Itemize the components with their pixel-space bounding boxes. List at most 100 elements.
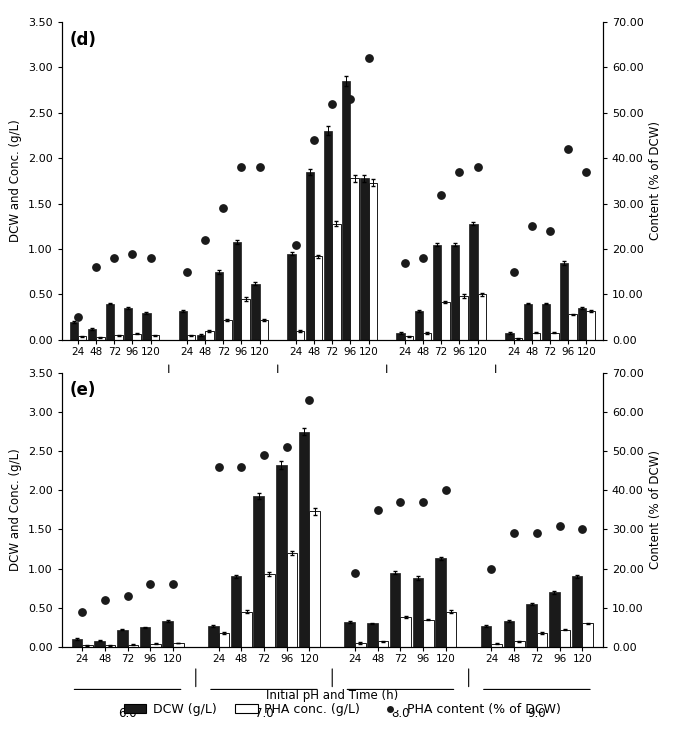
Bar [197,336,205,340]
Bar [355,643,366,647]
Bar [433,244,441,340]
Bar [150,644,161,647]
Bar [542,303,550,340]
Bar [560,629,570,647]
Y-axis label: DCW and Conc. (g/L): DCW and Conc. (g/L) [10,449,23,571]
Point [363,53,374,64]
Text: 50 rpm: 50 rpm [93,410,136,423]
Bar [549,592,560,647]
Point [168,578,179,590]
Legend: DCW (g/L), PHA conc. (g/L), PHA content (% of DCW): DCW (g/L), PHA conc. (g/L), PHA content … [119,698,566,721]
Bar [342,81,351,340]
Bar [151,336,159,340]
Bar [82,645,92,647]
Point [182,266,192,278]
Bar [537,633,547,647]
Point [73,311,84,323]
Point [509,528,520,539]
Point [236,162,247,173]
Point [508,266,519,278]
Bar [390,572,401,647]
Point [372,504,383,516]
X-axis label: Initial pH and Time (h): Initial pH and Time (h) [266,689,399,702]
Text: 8.0: 8.0 [391,708,410,720]
Bar [506,333,514,340]
Bar [446,612,456,647]
Point [218,202,229,214]
Text: (e): (e) [70,381,96,399]
Bar [117,629,127,647]
Bar [251,284,260,340]
Point [308,135,319,146]
Point [545,225,556,237]
Bar [241,299,250,340]
Point [440,485,451,496]
Point [581,166,592,178]
Bar [310,512,320,647]
Bar [114,336,123,340]
Bar [401,617,411,647]
Bar [360,178,369,340]
Bar [586,311,595,340]
Bar [367,624,377,647]
Bar [377,642,388,647]
Bar [526,604,537,647]
Bar [88,329,96,340]
Point [290,238,301,250]
Bar [560,262,569,340]
Point [345,94,356,105]
Bar [78,336,86,340]
Bar [219,633,229,647]
Bar [231,577,241,647]
Bar [233,242,241,340]
Text: 150 rpm: 150 rpm [308,410,357,423]
Point [418,252,429,264]
Point [145,578,155,590]
Bar [260,320,268,340]
Bar [423,333,432,340]
Point [258,449,269,461]
Bar [127,645,138,647]
Point [127,248,138,260]
Bar [299,431,310,647]
Bar [451,244,460,340]
Bar [70,322,78,340]
Bar [397,333,405,340]
Bar [345,622,355,647]
Bar [106,303,114,340]
Bar [96,337,105,340]
Bar [469,224,477,340]
Text: 6.0: 6.0 [119,708,137,720]
Point [327,98,338,110]
Bar [324,131,332,340]
Text: (d): (d) [70,31,97,50]
Bar [491,644,502,647]
Point [99,594,110,606]
Y-axis label: DCW and Conc. (g/L): DCW and Conc. (g/L) [10,120,23,242]
Point [254,162,265,173]
Bar [477,295,486,340]
Text: 250 rpm: 250 rpm [525,410,575,423]
Bar [296,331,304,340]
Bar [140,627,150,647]
Bar [460,296,468,340]
Bar [264,574,275,647]
Bar [105,645,115,647]
Point [199,234,210,246]
Bar [306,172,314,340]
Point [399,257,410,268]
Bar [205,331,214,340]
Bar [503,621,514,647]
Text: 7.0: 7.0 [255,708,273,720]
Y-axis label: Content (% of DCW): Content (% of DCW) [649,121,662,240]
Bar [569,314,577,340]
Bar [132,333,141,340]
Bar [173,643,184,647]
Bar [288,254,296,340]
Bar [369,183,377,340]
Bar [578,308,586,340]
Bar [332,224,340,340]
Bar [436,558,446,647]
Point [563,143,574,155]
Bar [124,308,132,340]
